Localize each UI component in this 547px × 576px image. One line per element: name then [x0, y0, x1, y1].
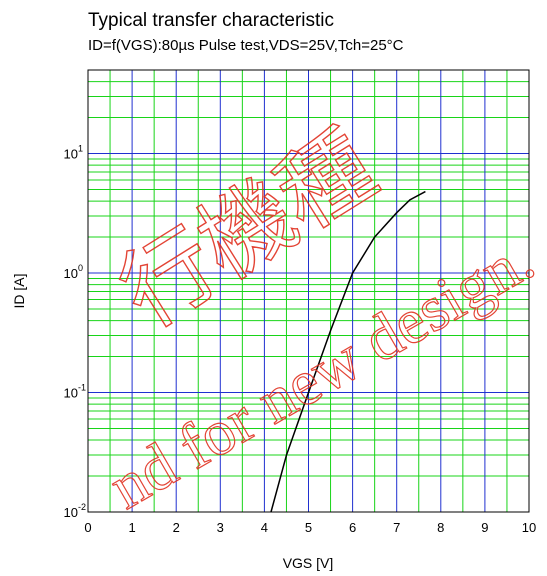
chart-subtitle: ID=f(VGS):80µs Pulse test,VDS=25V,Tch=25… [88, 37, 404, 54]
x-tick-labels: 0 1 2 3 4 5 6 7 8 9 10 [84, 520, 536, 535]
x-tick-label: 9 [481, 520, 488, 535]
x-tick-label: 0 [84, 520, 91, 535]
x-tick-label: 8 [437, 520, 444, 535]
series-line [270, 190, 426, 513]
y-tick-label: 10 [64, 147, 78, 162]
x-tick-label: 6 [349, 520, 356, 535]
x-tick-label: 4 [261, 520, 268, 535]
y-tick-exponent: -2 [78, 502, 86, 512]
watermark: 行機種 nd for new design. [97, 113, 546, 523]
series-layer [270, 190, 426, 513]
x-tick-label: 1 [128, 520, 135, 535]
y-tick-exponent: -1 [78, 383, 86, 393]
x-tick-label: 2 [173, 520, 180, 535]
chart-title: Typical transfer characteristic [88, 10, 334, 31]
y-tick-label: 10 [64, 266, 78, 281]
y-tick-label: 10 [64, 386, 78, 401]
y-tick-exponent: 1 [78, 144, 83, 154]
plot-frame [87, 69, 530, 513]
watermark-main-text: 行機種 [104, 114, 392, 347]
x-tick-label: 3 [217, 520, 224, 535]
y-tick-label: 10 [64, 505, 78, 520]
x-tick-label: 5 [305, 520, 312, 535]
y-tick-exponent: 0 [78, 263, 83, 273]
x-tick-label: 7 [393, 520, 400, 535]
x-tick-label: 10 [522, 520, 536, 535]
y-axis-label: ID [A] [11, 273, 27, 308]
x-axis-label: VGS [V] [283, 555, 334, 571]
major-grid [88, 70, 529, 512]
